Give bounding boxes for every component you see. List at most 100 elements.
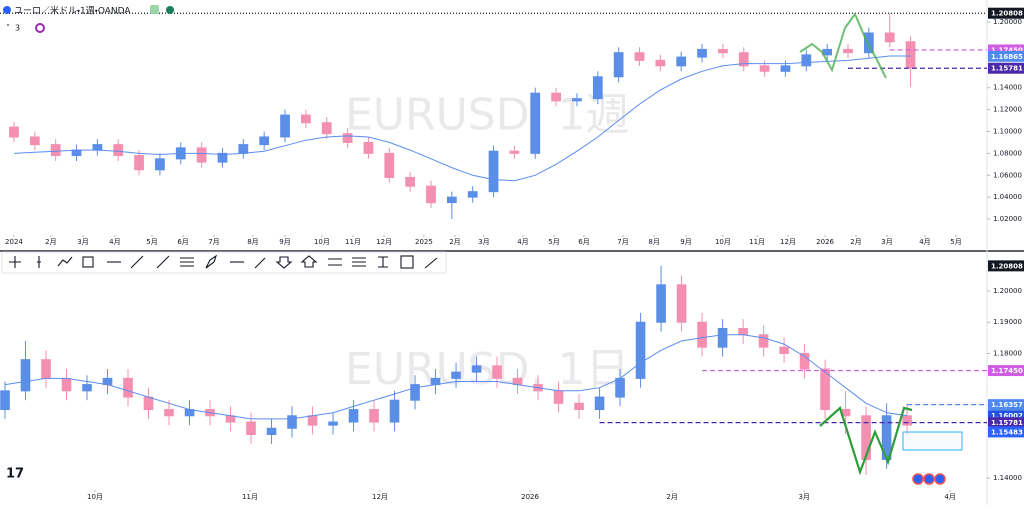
candle-body [134, 155, 144, 171]
zigzag-drawing[interactable] [799, 11, 887, 79]
x-tick-label: 2026 [816, 238, 834, 246]
y-tick-label: 1.06000 [993, 171, 1022, 179]
candle-body [20, 359, 31, 392]
candle-body [301, 114, 311, 124]
candle-body [348, 409, 359, 423]
candle-body [820, 368, 830, 411]
logo: 𝟭𝟳 [6, 467, 24, 482]
candle-body [113, 144, 124, 157]
moving-average [13, 55, 911, 182]
price-tag-label: 1.20808 [991, 262, 1023, 270]
x-tick-label: 4月 [517, 238, 528, 246]
rectangle-drawing[interactable] [902, 431, 963, 451]
x-tick-label: 11月 [749, 238, 765, 246]
x-tick-label: 12月 [376, 238, 392, 246]
candle-body [196, 147, 207, 163]
price-tag-label: 1.16002 [991, 412, 1023, 420]
price-tag [988, 426, 1024, 438]
candle-body [238, 144, 249, 154]
y-tick-label: 1.19000 [993, 318, 1022, 326]
candle-body [307, 415, 318, 426]
x-tick-label: 10月 [87, 493, 103, 501]
price-tag-label: 1.17450 [991, 46, 1023, 54]
price-tag [988, 365, 1024, 377]
y-tick-label: 1.04000 [993, 193, 1022, 201]
x-tick-label: 6月 [578, 238, 589, 246]
candle-body [863, 32, 874, 54]
x-tick-label: 2月 [666, 493, 677, 501]
candle-body [259, 136, 270, 146]
candle-body [780, 65, 791, 72]
x-tick-label: 3月 [881, 238, 892, 246]
candle-body [266, 427, 277, 435]
y-tick-label: 1.14000 [993, 84, 1022, 92]
candle-body [164, 409, 174, 417]
candle-body [92, 144, 103, 151]
zigzag-drawing[interactable] [819, 406, 913, 476]
x-tick-label: 9月 [680, 238, 691, 246]
symbol-icon[interactable] [3, 6, 11, 14]
price-tag [988, 410, 1024, 422]
indicator-count: 3 [15, 24, 20, 33]
price-tag [988, 62, 1024, 74]
price-tag-label: 1.20808 [991, 10, 1023, 18]
tool-icons[interactable] [9, 254, 438, 269]
drawing-toolbar [1, 251, 447, 274]
candle-body [655, 59, 666, 67]
x-tick-label: 3月 [798, 493, 809, 501]
indicator-toggle[interactable]: ˅ [6, 24, 10, 33]
candle-body [551, 92, 561, 102]
candle-body [488, 150, 499, 193]
candle-body [861, 415, 871, 460]
price-tag [988, 417, 1024, 429]
candle-body [246, 421, 256, 435]
candle-body [9, 126, 19, 138]
candle-body [801, 54, 812, 67]
x-tick-label: 3月 [77, 238, 88, 246]
candle-body [613, 52, 624, 78]
x-tick-label: 2024 [5, 238, 23, 246]
price-tag [988, 260, 1024, 272]
candle-body [509, 150, 520, 154]
candle-body [29, 136, 40, 146]
candle-body [143, 396, 154, 411]
candle-body [184, 409, 195, 417]
alert-icons[interactable] [912, 473, 946, 485]
candle-body [321, 122, 332, 135]
x-tick-label: 2026 [521, 493, 539, 501]
candle-body [574, 402, 584, 411]
x-tick-label: 4月 [919, 238, 930, 246]
candle-body [902, 415, 912, 426]
candle-body [676, 56, 687, 67]
x-tick-label: 6月 [177, 238, 188, 246]
candle-body [905, 41, 916, 69]
candle-body [50, 144, 61, 157]
candle-body [758, 334, 769, 348]
candle-body [451, 371, 461, 379]
candle-body [718, 48, 728, 54]
pane-top: EURUSD, 1週 1.02000 1.04000 1.06000 1.08000 1.… [0, 7, 1024, 246]
candle-body [155, 158, 165, 171]
symbol-title: ユーロ／米ドル・1週・OANDA [14, 5, 131, 17]
price-tag [988, 50, 1024, 62]
candle-body [530, 92, 541, 154]
candle-body [615, 377, 625, 398]
candle-body [759, 65, 770, 72]
candle-body [405, 176, 416, 187]
x-tick-label: 5月 [548, 238, 559, 246]
price-tag [988, 7, 1024, 19]
x-tick-label: 10月 [314, 238, 330, 246]
x-tick-label: 8月 [648, 238, 659, 246]
price-tag [988, 44, 1024, 56]
candle-body [656, 284, 666, 323]
candle-body [717, 327, 728, 348]
price-tag-label: 1.15483 [991, 428, 1023, 436]
candle-body [410, 384, 420, 401]
x-tick-label: 2月 [45, 238, 56, 246]
x-tick-label: 4月 [109, 238, 120, 246]
y-tick-label: 1.02000 [993, 215, 1022, 223]
price-tag-label: 1.16357 [991, 401, 1023, 409]
indicator-icon[interactable] [35, 23, 45, 33]
y-tick-label: 1.18000 [993, 349, 1022, 357]
